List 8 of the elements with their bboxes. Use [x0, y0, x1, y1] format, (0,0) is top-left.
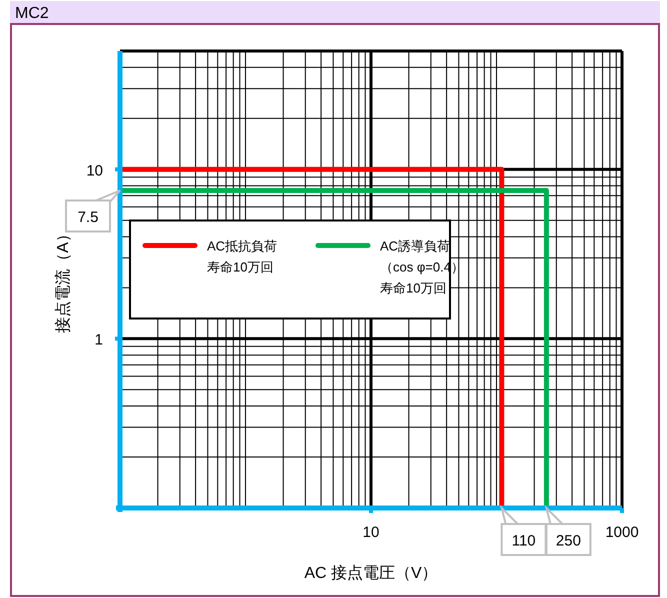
- y-tick-label: 1: [94, 332, 103, 349]
- x-tick-label: 1000: [605, 524, 639, 541]
- annotation: 250: [556, 532, 581, 550]
- x-axis-title: AC 接点電圧（V）: [304, 564, 438, 582]
- legend-label: AC抵抗負荷寿命10万回: [207, 238, 278, 274]
- annotation: 7.5: [78, 209, 98, 226]
- title: MC2: [15, 5, 49, 22]
- annotation: 110: [512, 532, 536, 550]
